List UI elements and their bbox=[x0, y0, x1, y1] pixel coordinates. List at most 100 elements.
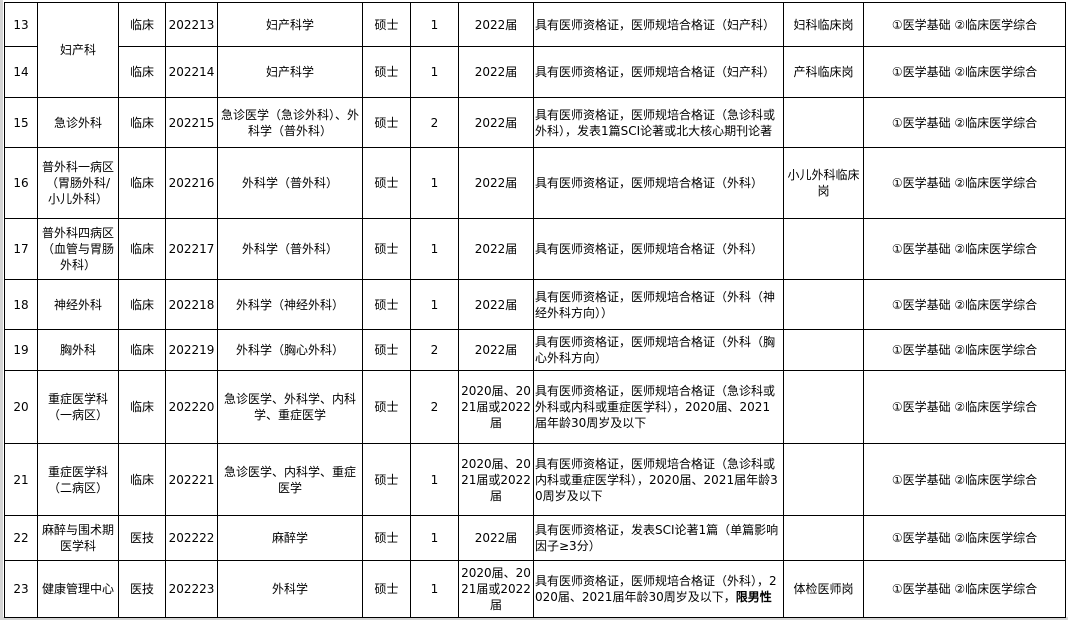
row-number-cell: 23 bbox=[4, 560, 38, 618]
recruitment-table: 13 妇产科 临床 202213 妇产科学 硕士 1 2022届 具有医师资格证，医师规培合格证… bbox=[4, 2, 1066, 618]
requirements-cell: 具有医师资格证，医师规培合格证（外科） bbox=[533, 218, 784, 280]
graduation-year-cell: 2022届 bbox=[458, 279, 534, 330]
post-name-cell: 产科临床岗 bbox=[783, 46, 864, 98]
exam-subjects-cell: ①医学基础 ②临床医学综合 bbox=[863, 218, 1066, 280]
headcount-cell: 1 bbox=[410, 218, 459, 280]
graduation-year-cell: 2020届、2021届或2022届 bbox=[458, 443, 534, 516]
graduation-year-cell: 2022届 bbox=[458, 97, 534, 148]
department-cell: 普外科四病区（血管与胃肠外科） bbox=[37, 218, 119, 280]
department-cell: 普外科一病区（胃肠外科/小儿外科） bbox=[37, 147, 119, 219]
department-cell: 重症医学科（一病区） bbox=[37, 370, 119, 444]
table-row: 21 重症医学科（二病区） 临床 202221 急诊医学、内科学、重症医学 硕士 1 2020… bbox=[4, 443, 1066, 516]
headcount-cell: 1 bbox=[410, 443, 459, 516]
major-cell: 外科学（普外科） bbox=[217, 147, 363, 219]
requirements-text: 具有医师资格证，医师规培合格证（外科） bbox=[535, 242, 764, 256]
degree-cell: 硕士 bbox=[362, 279, 411, 330]
post-code-cell: 202217 bbox=[165, 218, 218, 280]
post-type-cell: 临床 bbox=[118, 2, 166, 47]
post-type-cell: 临床 bbox=[118, 279, 166, 330]
post-code-cell: 202219 bbox=[165, 329, 218, 371]
post-name-cell bbox=[783, 97, 864, 148]
table-row: 14 临床 202214 妇产科学 硕士 1 2022届 具有医师资格证，医师规培合格证（妇产… bbox=[4, 46, 1066, 98]
requirements-cell: 具有医师资格证，医师规培合格证（急诊科或外科或内科或重症医学科），2020届、2… bbox=[533, 370, 784, 444]
row-number-cell: 20 bbox=[4, 370, 38, 444]
table-row: 19 胸外科 临床 202219 外科学（胸心外科） 硕士 2 2022届 具有医师资格证，医师… bbox=[4, 329, 1066, 371]
major-cell: 急诊医学（急诊外科）、外科学（普外科） bbox=[217, 97, 363, 148]
department-cell: 健康管理中心 bbox=[37, 560, 119, 618]
department-cell: 麻醉与围术期医学科 bbox=[37, 515, 119, 561]
degree-cell: 硕士 bbox=[362, 329, 411, 371]
post-name-cell bbox=[783, 218, 864, 280]
requirements-cell: 具有医师资格证，医师规培合格证（急诊科或外科），发表1篇SCI论著或北大核心期刊… bbox=[533, 97, 784, 148]
department-cell: 重症医学科（二病区） bbox=[37, 443, 119, 516]
requirements-text: 具有医师资格证，医师规培合格证（外科（胸心外科方向） bbox=[535, 335, 776, 365]
exam-subjects-cell: ①医学基础 ②临床医学综合 bbox=[863, 2, 1066, 47]
post-type-cell: 临床 bbox=[118, 218, 166, 280]
requirements-text: 具有医师资格证，医师规培合格证（外科（神经外科方向）） bbox=[535, 289, 776, 320]
major-cell: 妇产科学 bbox=[217, 46, 363, 98]
major-cell: 麻醉学 bbox=[217, 515, 363, 561]
graduation-year-cell: 2022届 bbox=[458, 147, 534, 219]
requirements-cell: 具有医师资格证，发表SCI论著1篇（单篇影响因子≥3分） bbox=[533, 515, 784, 561]
table-row: 18 神经外科 临床 202218 外科学（神经外科） 硕士 1 2022届 具有医师资格证，医… bbox=[4, 279, 1066, 330]
graduation-year-cell: 2020届、2021届或2022届 bbox=[458, 370, 534, 444]
post-name-cell bbox=[783, 279, 864, 330]
department-cell: 胸外科 bbox=[37, 329, 119, 371]
requirements-cell: 具有医师资格证，医师规培合格证（外科） bbox=[533, 147, 784, 219]
row-number-cell: 15 bbox=[4, 97, 38, 148]
table-row: 22 麻醉与围术期医学科 医技 202222 麻醉学 硕士 1 2022届 具有医师资格证，发表… bbox=[4, 515, 1066, 561]
department-cell: 神经外科 bbox=[37, 279, 119, 330]
post-code-cell: 202213 bbox=[165, 2, 218, 47]
graduation-year-cell: 2022届 bbox=[458, 329, 534, 371]
exam-subjects-cell: ①医学基础 ②临床医学综合 bbox=[863, 370, 1066, 444]
exam-subjects-cell: ①医学基础 ②临床医学综合 bbox=[863, 329, 1066, 371]
requirements-cell: 具有医师资格证，医师规培合格证（急诊科或内科或重症医学科），2020届、2021… bbox=[533, 443, 784, 516]
requirements-text: 具有医师资格证，医师规培合格证（妇产科） bbox=[535, 65, 776, 79]
post-code-cell: 202222 bbox=[165, 515, 218, 561]
degree-cell: 硕士 bbox=[362, 443, 411, 516]
post-name-cell bbox=[783, 443, 864, 516]
degree-cell: 硕士 bbox=[362, 2, 411, 47]
post-type-cell: 临床 bbox=[118, 147, 166, 219]
post-type-cell: 医技 bbox=[118, 560, 166, 618]
graduation-year-cell: 2022届 bbox=[458, 46, 534, 98]
table-row: 15 急诊外科 临床 202215 急诊医学（急诊外科）、外科学（普外科） 硕士 2 2022… bbox=[4, 97, 1066, 148]
requirements-text: 具有医师资格证，医师规培合格证（急诊科或外科或内科或重症医学科），2020届、2… bbox=[535, 384, 776, 430]
major-cell: 外科学 bbox=[217, 560, 363, 618]
post-type-cell: 临床 bbox=[118, 97, 166, 148]
exam-subjects-cell: ①医学基础 ②临床医学综合 bbox=[863, 279, 1066, 330]
post-code-cell: 202216 bbox=[165, 147, 218, 219]
major-cell: 外科学（普外科） bbox=[217, 218, 363, 280]
headcount-cell: 1 bbox=[410, 147, 459, 219]
row-number-cell: 14 bbox=[4, 46, 38, 98]
headcount-cell: 1 bbox=[410, 46, 459, 98]
post-name-cell: 小儿外科临床岗 bbox=[783, 147, 864, 219]
table-row: 16 普外科一病区（胃肠外科/小儿外科） 临床 202216 外科学（普外科） 硕士 1 20… bbox=[4, 147, 1066, 219]
row-number-cell: 18 bbox=[4, 279, 38, 330]
left-edge bbox=[0, 0, 3, 620]
exam-subjects-cell: ①医学基础 ②临床医学综合 bbox=[863, 147, 1066, 219]
requirements-text: 具有医师资格证，医师规培合格证（妇产科） bbox=[535, 17, 776, 32]
requirements-cell: 具有医师资格证，医师规培合格证（外科（胸心外科方向） bbox=[533, 329, 784, 371]
degree-cell: 硕士 bbox=[362, 46, 411, 98]
headcount-cell: 1 bbox=[410, 279, 459, 330]
headcount-cell: 1 bbox=[410, 2, 459, 47]
requirements-cell: 具有医师资格证，医师规培合格证（妇产科） bbox=[533, 2, 784, 47]
post-code-cell: 202220 bbox=[165, 370, 218, 444]
requirements-emphasis: 限男性 bbox=[735, 590, 772, 604]
post-name-cell: 妇科临床岗 bbox=[783, 2, 864, 47]
exam-subjects-cell: ①医学基础 ②临床医学综合 bbox=[863, 443, 1066, 516]
major-cell: 妇产科学 bbox=[217, 2, 363, 47]
post-name-cell bbox=[783, 329, 864, 371]
graduation-year-cell: 2022届 bbox=[458, 515, 534, 561]
post-type-cell: 临床 bbox=[118, 46, 166, 98]
post-code-cell: 202221 bbox=[165, 443, 218, 516]
row-number-cell: 16 bbox=[4, 147, 38, 219]
requirements-cell: 具有医师资格证，医师规培合格证（妇产科） bbox=[533, 46, 784, 98]
graduation-year-cell: 2020届、2021届或2022届 bbox=[458, 560, 534, 618]
exam-subjects-cell: ①医学基础 ②临床医学综合 bbox=[863, 515, 1066, 561]
table-row: 13 妇产科 临床 202213 妇产科学 硕士 1 2022届 具有医师资格证，医师规培合格证… bbox=[4, 2, 1066, 98]
department-cell: 急诊外科 bbox=[37, 97, 119, 148]
department-cell: 妇产科 bbox=[37, 2, 119, 98]
post-type-cell: 临床 bbox=[118, 370, 166, 444]
